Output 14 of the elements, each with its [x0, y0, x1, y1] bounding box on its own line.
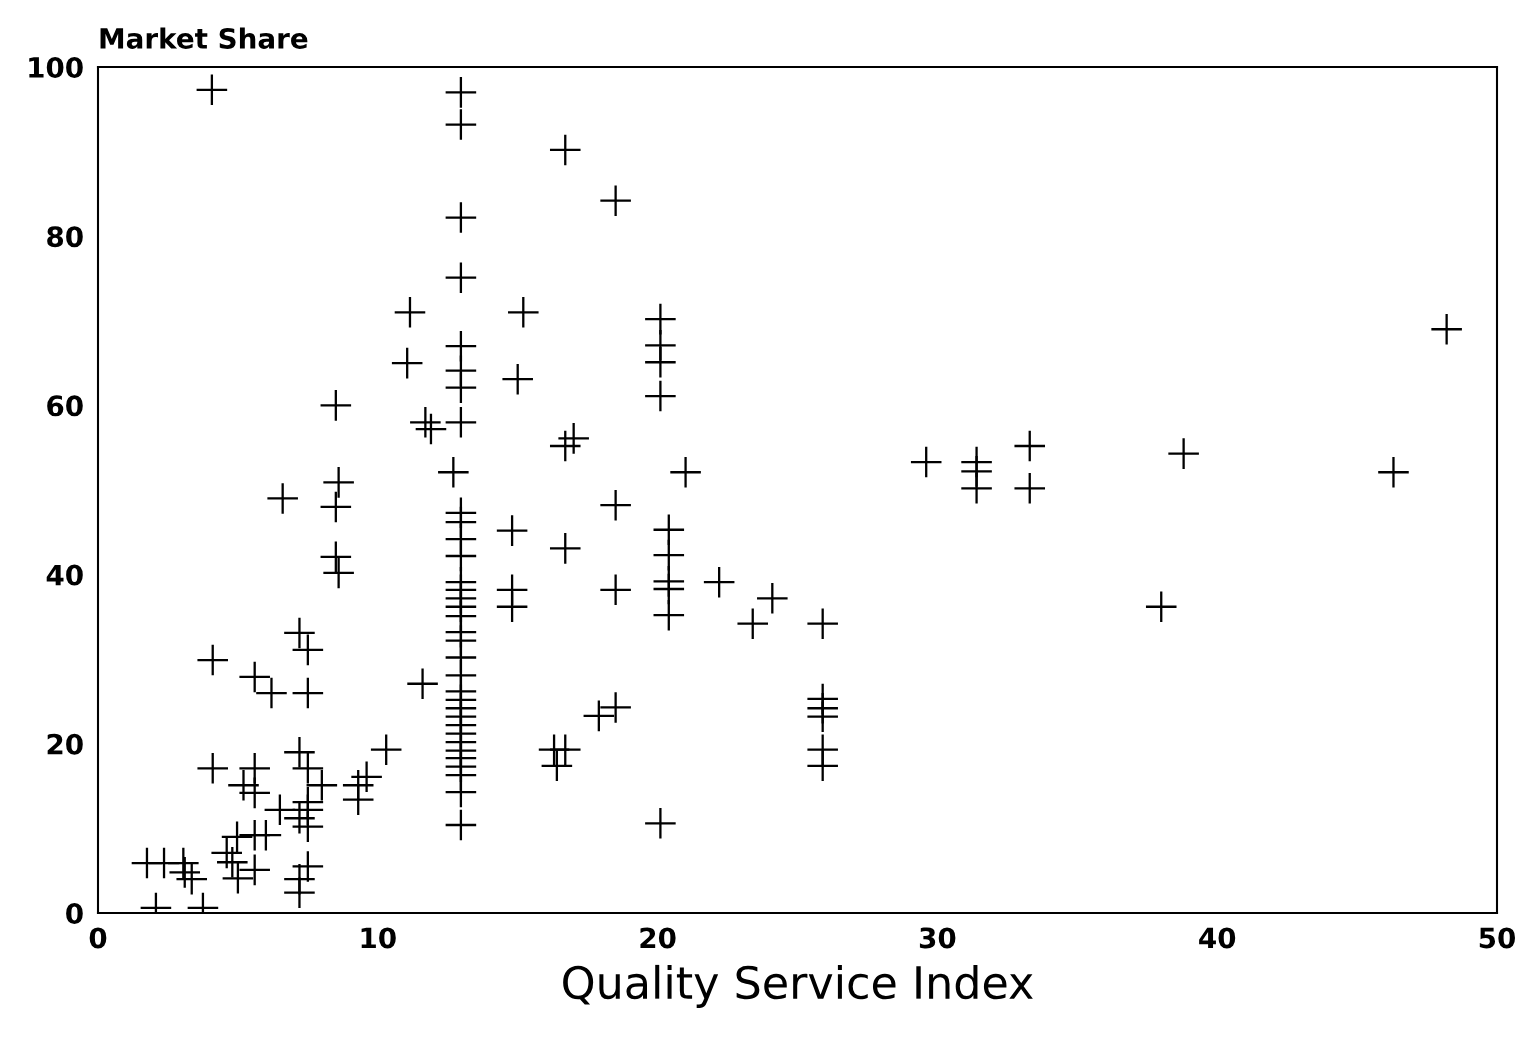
y-tick-label: 100	[29, 56, 83, 78]
y-tick-label: 40	[46, 564, 83, 586]
x-tick-label: 20	[640, 927, 676, 949]
x-axis-title: Quality Service Index	[563, 964, 1033, 1008]
x-tick-label: 50	[1479, 927, 1515, 949]
x-tick-label: 30	[919, 927, 956, 949]
x-tick-label: 0	[89, 927, 107, 949]
y-tick-label: 20	[47, 733, 83, 755]
y-tick-label: 60	[47, 395, 83, 417]
y-tick-label: 0	[66, 902, 83, 924]
y-axis-title: Market Share	[100, 27, 308, 49]
x-tick-label: 40	[1199, 927, 1236, 949]
x-tick-label: 10	[361, 927, 396, 949]
y-tick-label: 80	[47, 226, 83, 248]
